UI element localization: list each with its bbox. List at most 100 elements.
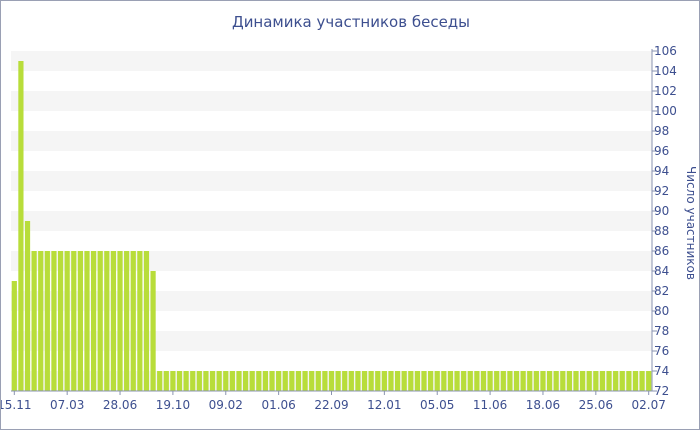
bar — [322, 371, 328, 391]
bar — [487, 371, 493, 391]
bar — [494, 371, 500, 391]
x-tick-label: 19.10 — [156, 398, 190, 412]
bar — [421, 371, 427, 391]
bar — [117, 251, 123, 391]
y-tick-label: 98 — [654, 124, 669, 138]
bar — [289, 371, 295, 391]
bar — [527, 371, 533, 391]
x-tick-label: 15.11 — [1, 398, 31, 412]
bar — [44, 251, 50, 391]
bar — [619, 371, 625, 391]
grid-band — [11, 171, 652, 191]
bar — [447, 371, 454, 391]
bar — [176, 371, 183, 391]
bar — [203, 371, 209, 391]
bar — [388, 371, 394, 391]
bar — [302, 371, 308, 391]
grid-band — [11, 331, 652, 351]
x-tick-label: 25.06 — [579, 398, 613, 412]
bar — [566, 371, 573, 391]
bar — [348, 371, 354, 391]
bar — [242, 371, 249, 391]
grid-band — [11, 131, 652, 151]
bar — [573, 371, 579, 391]
bar — [586, 371, 592, 391]
bar — [328, 371, 335, 391]
bar — [461, 371, 467, 391]
bar — [513, 371, 520, 391]
bar — [38, 251, 44, 391]
y-tick-label: 100 — [654, 104, 677, 118]
bar — [84, 251, 90, 391]
bar — [580, 371, 586, 391]
y-tick-label: 76 — [654, 344, 669, 358]
bar — [124, 251, 130, 391]
bar — [480, 371, 487, 391]
y-axis-label: Число участников — [684, 166, 698, 280]
bar — [143, 251, 150, 391]
bar — [520, 371, 526, 391]
bar — [394, 371, 401, 391]
bar — [428, 371, 434, 391]
bar — [216, 371, 222, 391]
y-tick-label: 84 — [654, 264, 669, 278]
y-tick-label: 102 — [654, 84, 677, 98]
bar — [196, 371, 202, 391]
x-tick-label: 05.05 — [420, 398, 454, 412]
bar — [540, 371, 546, 391]
bar — [57, 251, 64, 391]
bar — [632, 371, 639, 391]
bar — [18, 61, 24, 391]
grid-band — [11, 251, 652, 271]
bar — [414, 371, 421, 391]
bar — [190, 371, 196, 391]
grid-band — [11, 291, 652, 311]
y-tick-label: 90 — [654, 204, 669, 218]
bar — [110, 251, 117, 391]
bar — [183, 371, 189, 391]
bar — [269, 371, 275, 391]
x-tick-label: 02.07 — [632, 398, 666, 412]
bar — [361, 371, 368, 391]
grid-band — [11, 91, 652, 111]
y-tick-label: 88 — [654, 224, 669, 238]
bar — [157, 371, 163, 391]
bar — [454, 371, 460, 391]
bar — [368, 371, 374, 391]
y-tick-label: 78 — [654, 324, 669, 338]
bar — [256, 371, 262, 391]
bar — [130, 251, 136, 391]
bar — [24, 221, 31, 391]
y-tick-label: 106 — [654, 44, 677, 58]
bar — [474, 371, 480, 391]
bar — [249, 371, 255, 391]
bar — [104, 251, 110, 391]
bar — [315, 371, 321, 391]
bar — [355, 371, 361, 391]
bar — [434, 371, 440, 391]
x-tick-label: 01.06 — [261, 398, 295, 412]
bar — [408, 371, 414, 391]
bar — [593, 371, 599, 391]
bar — [90, 251, 97, 391]
bar — [342, 371, 348, 391]
bar — [276, 371, 282, 391]
bar — [599, 371, 606, 391]
bar — [560, 371, 566, 391]
bar — [223, 371, 229, 391]
bar — [613, 371, 619, 391]
bar — [375, 371, 381, 391]
bar — [64, 251, 70, 391]
bar — [295, 371, 302, 391]
bar — [209, 371, 216, 391]
bar — [170, 371, 176, 391]
bar — [467, 371, 473, 391]
y-tick-label: 92 — [654, 184, 669, 198]
bar — [229, 371, 235, 391]
bar — [163, 371, 169, 391]
bar — [11, 281, 17, 391]
y-tick-label: 74 — [654, 364, 669, 378]
x-tick-label: 18.06 — [526, 398, 560, 412]
bar — [646, 371, 652, 391]
